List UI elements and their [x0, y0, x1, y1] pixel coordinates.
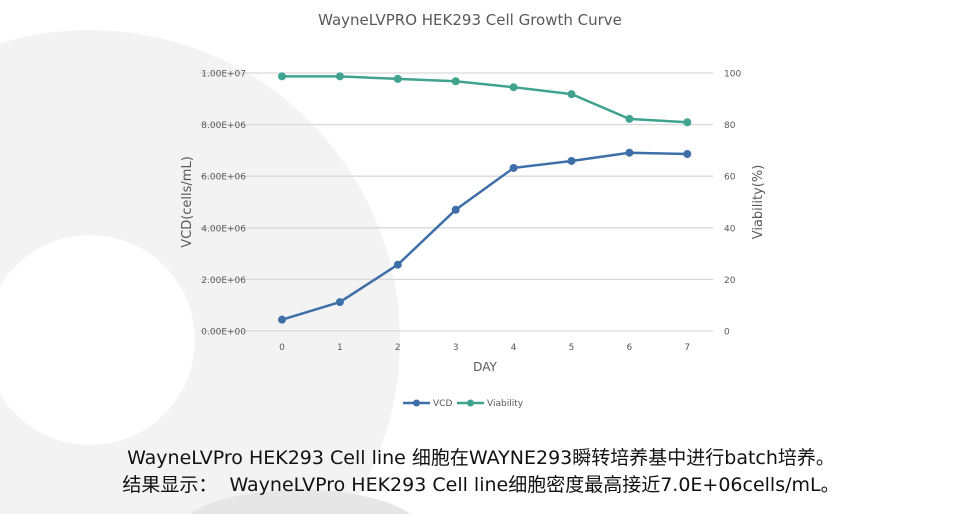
- x-tick-label: 7: [684, 343, 690, 353]
- y2-tick-label: 20: [724, 276, 736, 286]
- y-tick-label: 1.00E+07: [201, 70, 246, 80]
- data-point-viability: [683, 118, 692, 127]
- x-axis-label: DAY: [473, 360, 497, 374]
- y2-tick-label: 100: [724, 70, 741, 80]
- y-tick-label: 0.00E+00: [201, 328, 246, 338]
- data-point-vcd: [451, 205, 460, 214]
- x-tick-label: 2: [395, 343, 401, 353]
- data-point-vcd: [278, 315, 286, 324]
- x-tick-label: 4: [511, 343, 517, 353]
- caption-line-1: WayneLVPro HEK293 Cell line 细胞在WAYNE293瞬…: [127, 447, 835, 469]
- data-point-vcd: [393, 260, 402, 269]
- x-tick-label: 5: [569, 343, 575, 353]
- y2-axis-label: Viability(%): [751, 165, 766, 240]
- chart-title: WayneLVPRO HEK293 Cell Growth Curve: [318, 11, 622, 29]
- y2-tick-label: 40: [724, 224, 736, 234]
- data-point-vcd: [625, 148, 634, 157]
- y2-tick-label: 0: [724, 328, 730, 338]
- data-point-viability: [393, 74, 402, 83]
- legend-marker-vcd: [413, 399, 420, 407]
- x-tick-label: 0: [279, 343, 285, 353]
- y-tick-label: 4.00E+06: [201, 224, 246, 234]
- legend-label-vcd: VCD: [433, 399, 452, 409]
- legend: VCD Viability: [403, 399, 524, 409]
- data-point-viability: [335, 72, 344, 81]
- y2-tick-label: 80: [724, 121, 736, 131]
- data-point-viability: [451, 77, 460, 86]
- caption-line-2: 结果显示： WayneLVPro HEK293 Cell line细胞密度最高接…: [122, 474, 840, 496]
- data-point-vcd: [509, 163, 518, 172]
- data-point-viability: [567, 90, 576, 99]
- y-tick-label: 6.00E+06: [201, 173, 246, 183]
- data-point-viability: [625, 114, 634, 123]
- y2-tick-label: 60: [724, 173, 736, 183]
- y-tick-label: 8.00E+06: [201, 121, 246, 131]
- x-tick-label: 6: [627, 343, 633, 353]
- data-point-vcd: [335, 298, 344, 307]
- data-point-vcd: [567, 156, 576, 165]
- x-tick-label: 3: [453, 343, 459, 353]
- data-point-viability: [278, 72, 286, 81]
- legend-marker-viability: [467, 399, 474, 407]
- data-point-vcd: [683, 150, 692, 159]
- background-decoration: [0, 30, 410, 514]
- y-axis-label: VCD(cells/mL): [180, 156, 195, 248]
- series-line-vcd: [281, 151, 688, 321]
- data-point-viability: [509, 83, 518, 92]
- series-line-viability: [282, 75, 688, 124]
- y-tick-label: 2.00E+06: [201, 276, 246, 286]
- legend-label-viability: Viability: [487, 399, 524, 409]
- x-tick-label: 1: [337, 343, 343, 353]
